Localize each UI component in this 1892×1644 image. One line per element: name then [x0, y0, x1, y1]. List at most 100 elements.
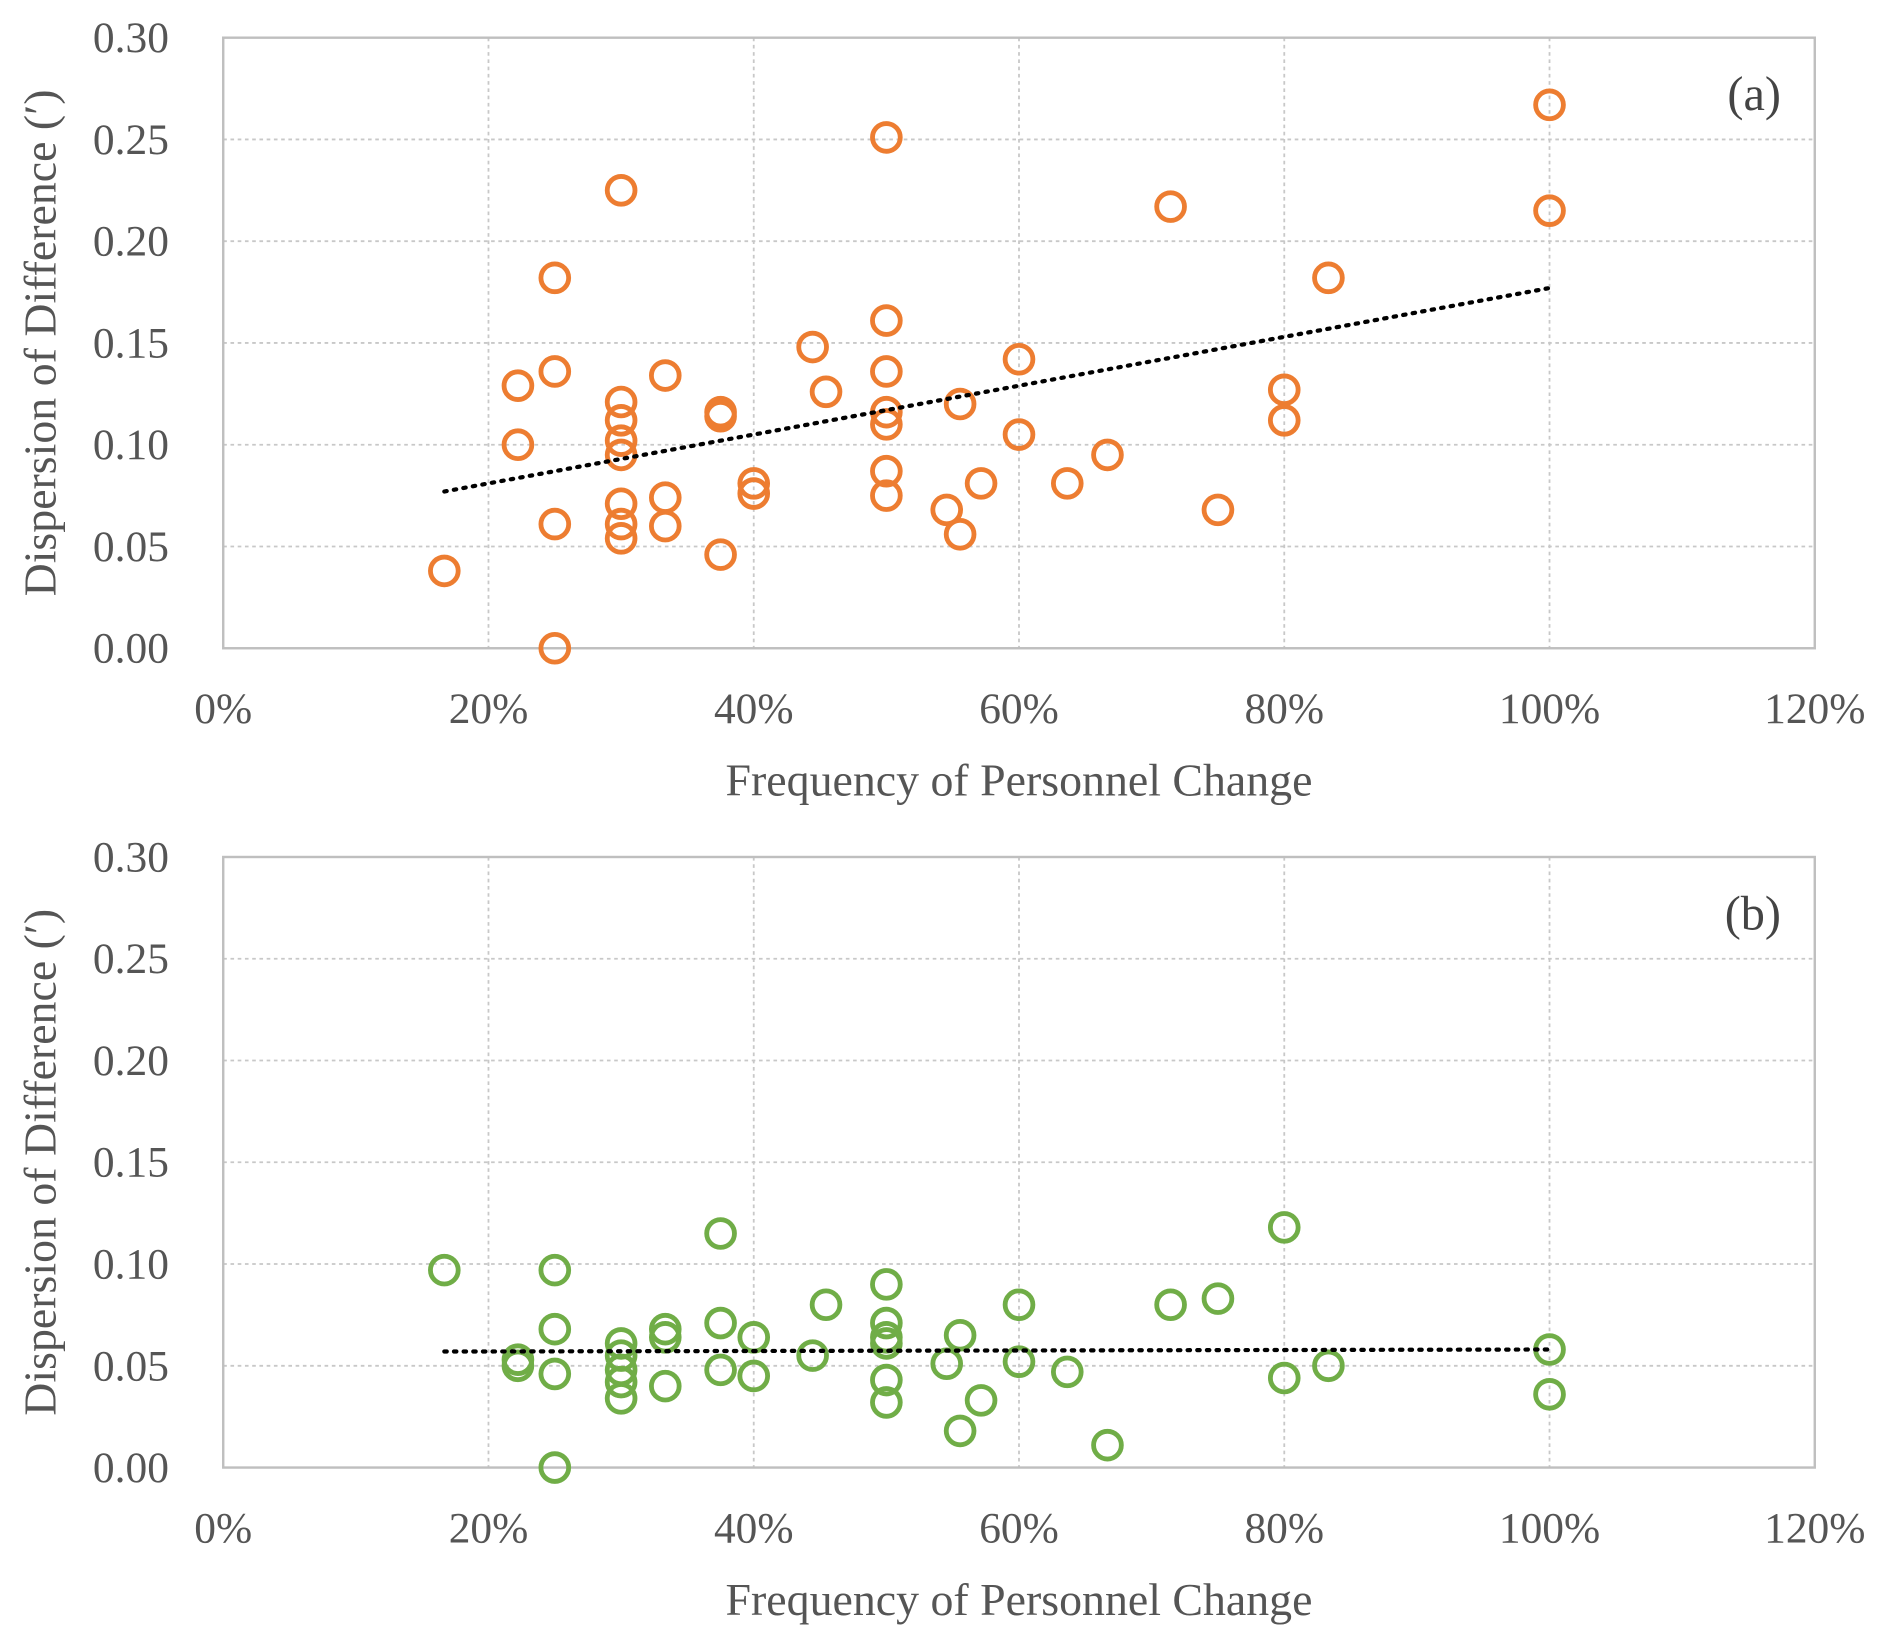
data-point	[870, 479, 903, 512]
y-axis-title: Dispersion of Difference (′)	[15, 909, 66, 1416]
y-tick-label: 0.25	[93, 116, 169, 164]
data-point	[538, 631, 572, 665]
chart-panel-b: 0% 20% 40% 60% 80% 100% 120% 0.00 0.05 0.10 0.15 0.…	[15, 833, 1866, 1624]
data-point	[1312, 261, 1345, 295]
data-point	[1533, 1377, 1566, 1411]
y-tick-label: 0.00	[93, 1444, 169, 1492]
data-point	[704, 1306, 737, 1340]
data-point	[870, 408, 903, 441]
y-tick-label: 0.25	[93, 935, 169, 983]
data-point	[604, 522, 638, 555]
data-point	[737, 477, 771, 510]
data-point	[604, 385, 638, 419]
data-point	[1002, 1288, 1036, 1322]
data-point	[870, 1306, 903, 1340]
y-tick-label: 0.00	[93, 625, 169, 673]
data-point	[538, 1253, 572, 1287]
data-point	[704, 1217, 737, 1250]
data-point	[704, 538, 737, 571]
x-tick-label: 80%	[1244, 685, 1324, 733]
data-point	[704, 1353, 737, 1387]
y-tick-label: 0.20	[93, 1037, 169, 1085]
data-point	[870, 1363, 903, 1397]
data-point	[538, 1451, 572, 1484]
data-point	[1533, 194, 1566, 227]
y-axis-title: Dispersion of Difference (′)	[15, 90, 66, 597]
data-point	[604, 507, 638, 541]
data-point	[1201, 493, 1235, 527]
data-point	[648, 509, 682, 543]
data-point	[648, 481, 682, 514]
data-point	[538, 507, 572, 541]
data-point	[604, 404, 638, 437]
plot-area-border	[222, 855, 1816, 1469]
data-point	[796, 330, 829, 364]
data-point	[930, 1347, 964, 1381]
data-point	[1050, 1355, 1084, 1389]
data-point	[809, 1288, 843, 1322]
x-tick-label: 40%	[714, 685, 794, 733]
panel-label: (a)	[1727, 68, 1781, 121]
data-point	[943, 1318, 977, 1352]
data-point	[1154, 1288, 1187, 1322]
y-tick-label: 0.30	[93, 833, 169, 881]
x-tick-label: 20%	[449, 685, 529, 733]
y-tick-label: 0.15	[93, 319, 169, 367]
data-point	[538, 1357, 572, 1391]
x-tick-label: 0%	[194, 1504, 252, 1552]
data-point	[870, 355, 903, 388]
data-point	[930, 493, 964, 527]
data-point	[870, 454, 903, 488]
data-point	[1091, 1428, 1124, 1462]
data-point	[604, 424, 638, 457]
data-point	[604, 1365, 638, 1399]
y-tick-label: 0.05	[93, 523, 169, 571]
data-point	[428, 554, 461, 588]
y-tick-label: 0.15	[93, 1139, 169, 1187]
x-tick-label: 100%	[1499, 1504, 1600, 1552]
x-axis-title: Frequency of Personnel Change	[726, 1574, 1313, 1625]
data-point	[604, 1382, 638, 1415]
data-point	[943, 517, 977, 551]
data-point	[604, 487, 638, 521]
data-point	[538, 355, 572, 388]
data-point	[964, 467, 998, 500]
data-point	[809, 375, 843, 409]
y-tick-label: 0.20	[93, 218, 169, 266]
data-point	[870, 1327, 903, 1360]
trendline	[442, 285, 1552, 494]
data-point	[1267, 404, 1301, 437]
data-point	[1312, 1349, 1345, 1383]
data-point	[1154, 190, 1187, 223]
x-tick-label: 0%	[194, 685, 252, 733]
y-tick-label: 0.05	[93, 1342, 169, 1390]
x-tick-label: 40%	[714, 1504, 794, 1552]
data-point	[648, 359, 682, 392]
data-point	[943, 387, 977, 421]
data-point	[1267, 1361, 1301, 1395]
data-point	[964, 1384, 998, 1417]
trendline	[442, 1347, 1552, 1354]
x-tick-label: 120%	[1764, 1504, 1865, 1552]
data-point	[501, 369, 535, 402]
data-point	[428, 1253, 461, 1287]
data-point	[704, 399, 737, 433]
x-tick-label: 100%	[1499, 685, 1600, 733]
data-point	[870, 304, 903, 337]
x-tick-label: 120%	[1764, 685, 1865, 733]
data-point	[1002, 418, 1036, 451]
data-point	[796, 1339, 829, 1372]
x-tick-label: 60%	[979, 685, 1059, 733]
data-point	[1533, 88, 1566, 122]
data-point	[538, 261, 572, 295]
data-point	[648, 1369, 682, 1403]
data-point	[501, 428, 535, 462]
x-tick-label: 60%	[979, 1504, 1059, 1552]
data-point	[870, 1268, 903, 1301]
y-tick-label: 0.10	[93, 421, 169, 469]
plot-area-border	[222, 36, 1816, 650]
data-point	[501, 1349, 535, 1383]
data-point	[943, 1414, 977, 1448]
data-point	[538, 1312, 572, 1346]
